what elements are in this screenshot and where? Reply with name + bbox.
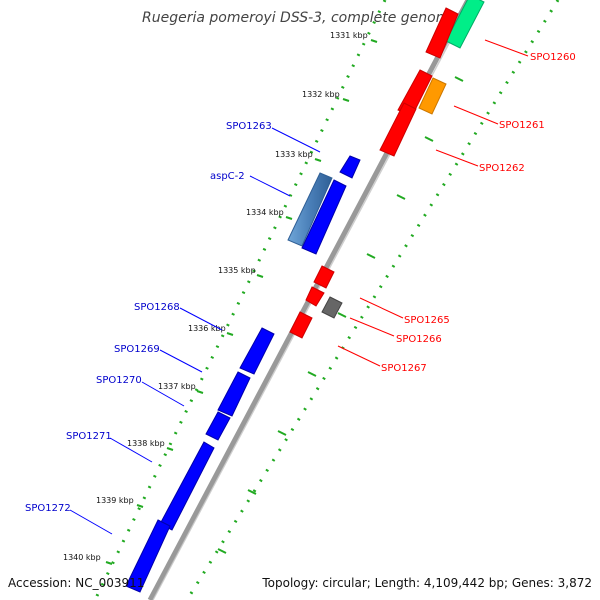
map-title: Ruegeria pomeroyi DSS-3, complete genome	[142, 10, 458, 26]
kbp-label: 1339 kbp	[96, 496, 134, 505]
gene-label-spo1262[interactable]: SPO1262	[479, 163, 525, 174]
callout-line	[271, 127, 321, 153]
kbp-tick	[256, 274, 264, 278]
kbp-tick	[196, 390, 204, 394]
gene-label-spo1268[interactable]: SPO1268	[134, 302, 180, 313]
outer-tick	[366, 253, 376, 259]
kbp-tick	[166, 447, 174, 451]
outer-tick	[337, 312, 347, 318]
outer-tick	[217, 548, 227, 554]
gene-arrow-spo1260-left[interactable]	[425, 7, 459, 59]
kbp-label: 1332 kbp	[302, 90, 340, 99]
gene-label-aspc-2[interactable]: aspC-2	[210, 171, 245, 182]
kbp-label: 1331 kbp	[330, 31, 368, 40]
callout-line	[69, 509, 113, 535]
callout-line	[484, 39, 529, 57]
callout-line	[337, 345, 381, 367]
kbp-label: 1340 kbp	[63, 553, 101, 562]
gene-arrow-spo1271[interactable]	[159, 441, 215, 531]
callout-line	[349, 317, 395, 337]
forward-features	[289, 0, 485, 339]
outer-tick	[307, 371, 317, 377]
kbp-label: 1333 kbp	[275, 150, 313, 159]
callout-line	[435, 149, 479, 167]
gene-label-spo1265[interactable]: SPO1265	[404, 315, 450, 326]
genome-summary-text: Topology: circular; Length: 4,109,442 bp…	[261, 576, 592, 590]
outer-tick	[454, 76, 464, 82]
kbp-label: 1335 kbp	[218, 266, 256, 275]
callout-line	[179, 307, 223, 331]
gene-arrow-aspc-2[interactable]	[301, 179, 347, 255]
reverse-labels: SPO1263 aspC-2 SPO1268 SPO1269 SPO1270 S…	[25, 121, 321, 535]
kbp-tick	[105, 561, 113, 565]
forward-labels: SPO1260 SPO1261 SPO1262 SPO1265 SPO1266 …	[337, 39, 576, 374]
gene-arrow-spo1269[interactable]	[217, 371, 251, 417]
callout-line	[249, 175, 291, 197]
kbp-scale: 1331 kbp 1332 kbp 1333 kbp 1334 kbp 1335…	[63, 31, 378, 565]
kbp-tick	[285, 216, 293, 220]
gene-arrow-spo1266[interactable]	[321, 296, 343, 319]
gene-arrow-spo1265-a[interactable]	[313, 265, 335, 289]
kbp-tick	[136, 504, 144, 508]
reverse-features	[125, 155, 361, 593]
kbp-tick	[342, 98, 350, 102]
callout-line	[159, 349, 203, 373]
kbp-tick	[370, 39, 378, 43]
kbp-label: 1334 kbp	[246, 208, 284, 217]
kbp-label: 1336 kbp	[188, 324, 226, 333]
gene-label-spo1270[interactable]: SPO1270	[96, 375, 142, 386]
gene-label-spo1260[interactable]: SPO1260	[530, 52, 576, 63]
gene-arrow-spo1265-b[interactable]	[305, 286, 325, 307]
gene-arrow-spo1268[interactable]	[239, 327, 275, 375]
gene-label-spo1269[interactable]: SPO1269	[114, 344, 160, 355]
gene-arrow-aspc-2-highlight[interactable]	[287, 172, 333, 247]
gene-arrow-spo1261[interactable]	[418, 77, 447, 115]
callout-line	[141, 381, 185, 407]
outer-tick	[247, 489, 257, 495]
gene-label-spo1267[interactable]: SPO1267	[381, 363, 427, 374]
callout-line	[109, 437, 153, 463]
inner-tick-track	[93, 0, 387, 600]
kbp-tick	[314, 158, 322, 162]
gene-label-spo1272[interactable]: SPO1272	[25, 503, 71, 514]
gene-label-spo1266[interactable]: SPO1266	[396, 334, 442, 345]
gene-label-spo1271[interactable]: SPO1271	[66, 431, 112, 442]
kbp-label: 1337 kbp	[158, 382, 196, 391]
gene-arrow-spo1272[interactable]	[125, 519, 171, 593]
accession-text: Accession: NC_003911	[8, 576, 144, 590]
outer-tick	[277, 430, 287, 436]
gene-arrow-spo1270[interactable]	[205, 411, 231, 441]
rna-feature-spo1260[interactable]	[445, 0, 485, 49]
gene-label-spo1263[interactable]: SPO1263	[226, 121, 272, 132]
callout-line	[359, 297, 404, 319]
outer-tick	[424, 136, 434, 142]
kbp-label: 1338 kbp	[127, 439, 165, 448]
kbp-tick	[226, 332, 234, 336]
outer-tick-track	[185, 0, 560, 600]
gene-arrow-spo1267[interactable]	[289, 311, 313, 339]
outer-tick	[396, 194, 406, 200]
outer-track-ticks	[217, 76, 464, 554]
gene-arrow-spo1262[interactable]	[379, 102, 417, 157]
callout-line	[453, 105, 499, 125]
gene-arrow-spo1263[interactable]	[339, 155, 361, 179]
gene-label-spo1261[interactable]: SPO1261	[499, 120, 545, 131]
